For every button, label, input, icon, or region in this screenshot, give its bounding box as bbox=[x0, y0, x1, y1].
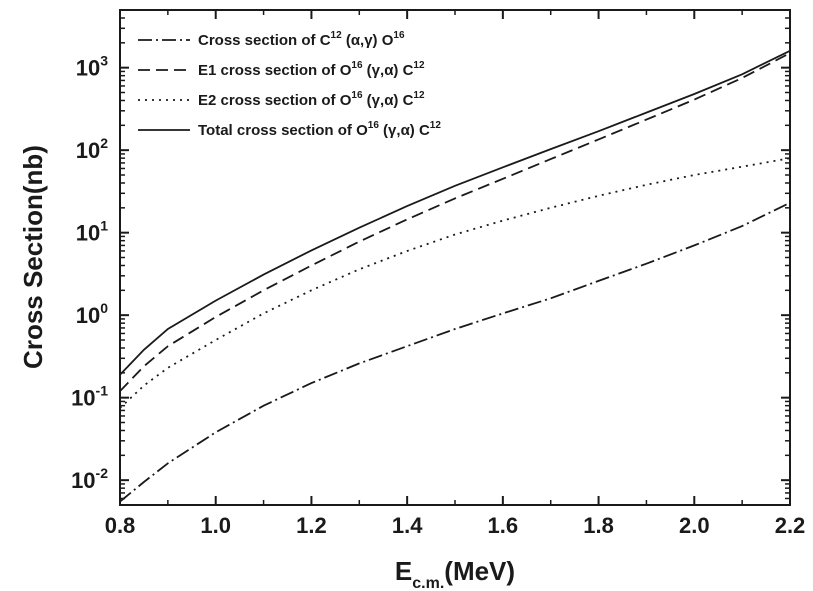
legend-entry-2: E1 cross section of O16 (γ,α) C12 bbox=[198, 60, 425, 79]
y-tick-label: 100 bbox=[76, 300, 108, 328]
y-tick-label: 103 bbox=[76, 53, 108, 81]
series-lines bbox=[119, 49, 791, 503]
x-tick-label: 1.6 bbox=[488, 513, 519, 538]
legend-entry-1: Cross section of C12 (α,γ) O16 bbox=[198, 30, 405, 49]
series-line-3 bbox=[119, 157, 791, 409]
y-tick-label: 10-1 bbox=[71, 383, 108, 411]
series-line-2 bbox=[119, 52, 791, 392]
y-axis-ticks: 10-2 10-1 100 101 102 103 bbox=[71, 9, 790, 506]
legend-entry-3: E2 cross section of O16 (γ,α) C12 bbox=[198, 90, 425, 109]
plot-frame bbox=[119, 9, 791, 506]
series-line-4 bbox=[119, 49, 791, 376]
y-tick-label: 101 bbox=[76, 218, 108, 246]
legend-entry-4: Total cross section of O16 (γ,α) C12 bbox=[198, 120, 441, 139]
x-tick-label: 0.8 bbox=[105, 513, 136, 538]
x-tick-label: 1.4 bbox=[392, 513, 423, 538]
x-tick-label: 1.2 bbox=[296, 513, 327, 538]
y-tick-label: 102 bbox=[76, 135, 108, 163]
x-axis-ticks: 0.8 1.0 1.2 1.4 1.6 1.8 2.0 2.2 bbox=[105, 10, 806, 538]
series-line-1 bbox=[119, 201, 791, 503]
x-tick-label: 2.0 bbox=[679, 513, 710, 538]
x-tick-label: 1.0 bbox=[200, 513, 231, 538]
legend: Cross section of C12 (α,γ) O16 E1 cross s… bbox=[138, 30, 441, 139]
x-axis-title: Ec.m.(MeV) bbox=[395, 556, 515, 591]
x-axis-title-main: E bbox=[395, 556, 412, 586]
x-axis-title-unit: (MeV) bbox=[444, 556, 515, 586]
x-tick-label: 1.8 bbox=[583, 513, 614, 538]
y-tick-label: 10-2 bbox=[71, 465, 108, 493]
y-axis-title: Cross Section(nb) bbox=[18, 145, 48, 369]
x-axis-title-subscript: c.m. bbox=[412, 575, 444, 591]
x-tick-label: 2.2 bbox=[775, 513, 806, 538]
